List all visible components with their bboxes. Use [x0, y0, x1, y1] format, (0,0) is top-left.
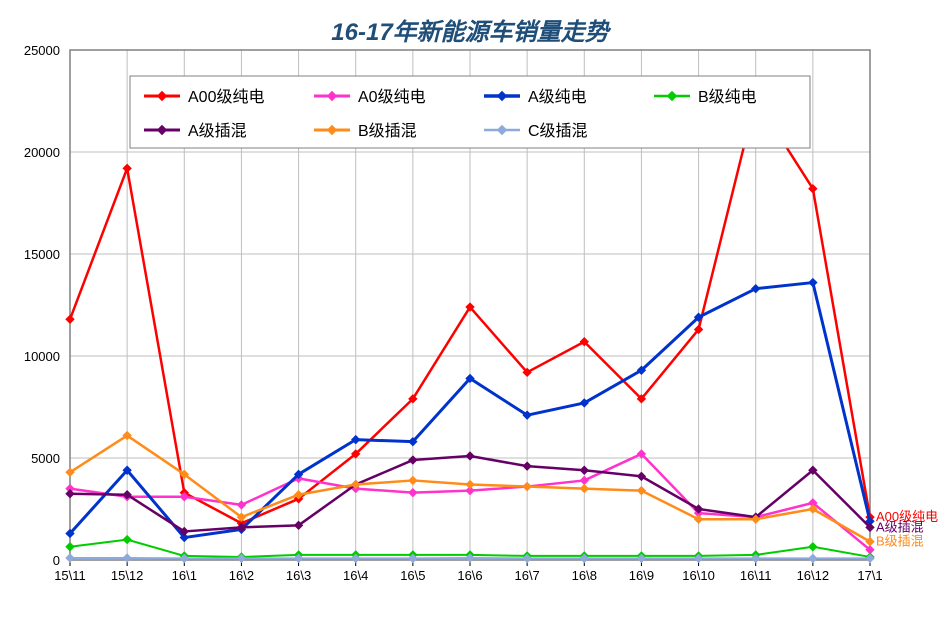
- x-tick-label: 16\8: [572, 568, 597, 583]
- x-tick-label: 16\12: [797, 568, 830, 583]
- x-tick-label: 15\11: [54, 568, 86, 583]
- y-tick-label: 25000: [24, 43, 60, 58]
- y-tick-label: 0: [53, 553, 60, 568]
- x-tick-label: 16\9: [629, 568, 654, 583]
- y-tick-label: 10000: [24, 349, 60, 364]
- chart-svg: 050001000015000200002500015\1115\1216\11…: [0, 0, 949, 623]
- x-tick-label: 16\3: [286, 568, 311, 583]
- legend-label-b_bev: B级纯电: [698, 88, 757, 106]
- legend-label-a_phev: A级插混: [188, 122, 247, 140]
- x-tick-label: 16\11: [740, 568, 772, 583]
- chart-title: 16-17年新能源车销量走势: [331, 19, 611, 46]
- legend-label-c_phev: C级插混: [528, 122, 588, 140]
- legend-label-a00_bev: A00级纯电: [188, 88, 264, 106]
- y-tick-label: 15000: [24, 247, 60, 262]
- x-tick-label: 16\10: [682, 568, 715, 583]
- y-tick-label: 20000: [24, 145, 60, 160]
- legend-label-b_phev: B级插混: [358, 122, 417, 140]
- legend-label-a_bev: A级纯电: [528, 88, 587, 106]
- legend-label-a0_bev: A0级纯电: [358, 88, 426, 106]
- line-chart: 050001000015000200002500015\1115\1216\11…: [0, 0, 949, 623]
- series-end-label-b_phev: B级插混: [876, 534, 924, 549]
- y-tick-label: 5000: [31, 451, 60, 466]
- x-tick-label: 16\2: [229, 568, 254, 583]
- x-tick-label: 16\5: [400, 568, 425, 583]
- x-tick-label: 17\1: [857, 568, 882, 583]
- x-tick-label: 16\1: [172, 568, 197, 583]
- x-tick-label: 16\7: [514, 568, 539, 583]
- x-tick-label: 15\12: [111, 568, 144, 583]
- x-tick-label: 16\6: [457, 568, 482, 583]
- series-end-label-a_phev: A级插混: [876, 519, 924, 534]
- x-tick-label: 16\4: [343, 568, 368, 583]
